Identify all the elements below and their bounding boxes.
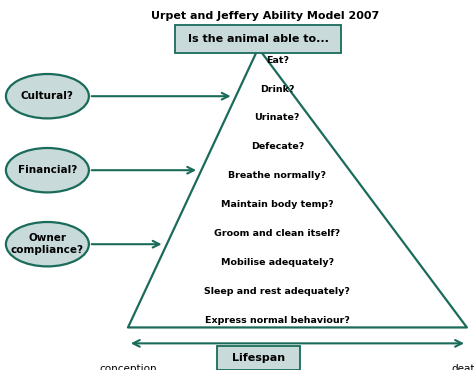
Text: Sleep and rest adequately?: Sleep and rest adequately?	[204, 287, 350, 296]
Ellipse shape	[6, 148, 89, 192]
Text: Express normal behaviour?: Express normal behaviour?	[205, 316, 350, 324]
Text: Mobilise adequately?: Mobilise adequately?	[221, 258, 334, 267]
Text: Owner
compliance?: Owner compliance?	[11, 233, 84, 255]
Text: Eat?: Eat?	[266, 56, 289, 65]
Text: Breathe normally?: Breathe normally?	[228, 171, 326, 180]
FancyBboxPatch shape	[175, 25, 341, 53]
Text: Maintain body temp?: Maintain body temp?	[221, 200, 334, 209]
Text: conception: conception	[99, 364, 157, 370]
Text: death: death	[452, 364, 474, 370]
Text: Groom and clean itself?: Groom and clean itself?	[214, 229, 340, 238]
Text: Drink?: Drink?	[260, 84, 294, 94]
Ellipse shape	[6, 74, 89, 118]
Text: Urpet and Jeffery Ability Model 2007: Urpet and Jeffery Ability Model 2007	[151, 11, 380, 21]
Text: Is the animal able to...: Is the animal able to...	[188, 34, 329, 44]
FancyBboxPatch shape	[217, 346, 300, 370]
Ellipse shape	[6, 222, 89, 266]
Text: Urinate?: Urinate?	[255, 113, 300, 122]
Text: Defecate?: Defecate?	[251, 142, 304, 151]
Text: Financial?: Financial?	[18, 165, 77, 175]
Text: Cultural?: Cultural?	[21, 91, 74, 101]
Text: Lifespan: Lifespan	[232, 353, 285, 363]
